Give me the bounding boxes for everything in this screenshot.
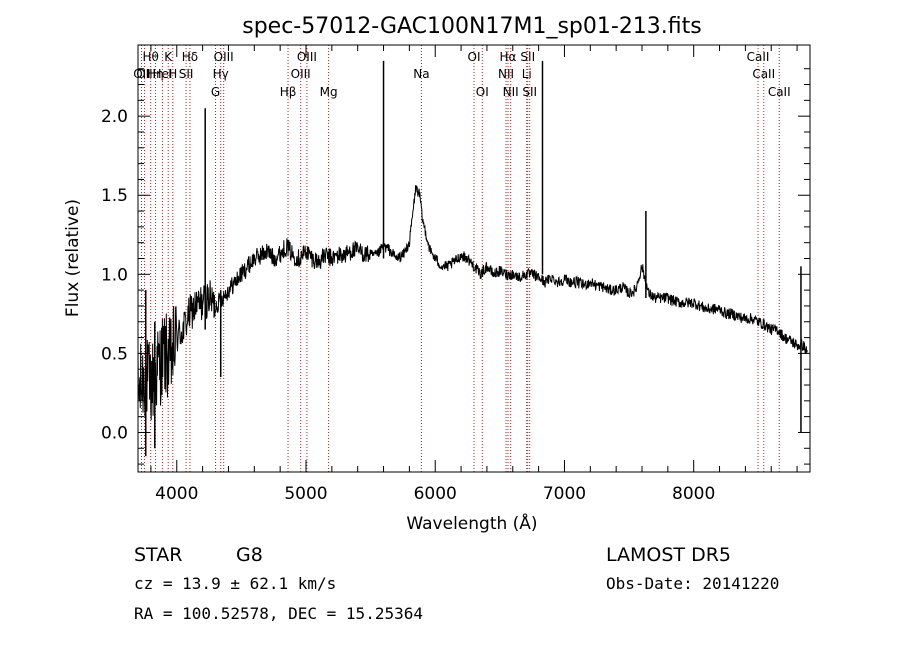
x-tick-label: 4000: [155, 484, 198, 504]
line-label-0: OII: [133, 67, 150, 81]
line-label-9: G: [211, 85, 220, 99]
x-tick-label: 5000: [284, 484, 327, 504]
y-tick-label: 2.0: [101, 107, 128, 127]
line-label-8: Hδ: [182, 50, 198, 64]
line-label-17: OI: [468, 50, 481, 64]
y-tick-label: 0.5: [101, 344, 128, 364]
object-class: STAR: [134, 544, 182, 566]
line-label-16: Na: [413, 67, 429, 81]
line-label-24: SII: [522, 85, 537, 99]
line-label-2: Hθ: [142, 50, 158, 64]
line-label-12: Hβ: [280, 85, 297, 99]
line-label-1: OII: [136, 67, 153, 81]
line-label-11: OIII: [214, 50, 234, 64]
line-label-19: NII: [498, 67, 514, 81]
line-label-21: NII: [503, 85, 519, 99]
y-axis-label: Flux (relative): [63, 199, 83, 317]
line-label-14: OIII: [297, 50, 317, 64]
x-tick-label: 8000: [672, 484, 715, 504]
line-label-27: CaII: [768, 85, 791, 99]
line-label-7: SII: [179, 67, 194, 81]
ra-dec: RA = 100.52578, DEC = 15.25364: [134, 604, 423, 623]
line-label-22: Li: [522, 67, 532, 81]
y-tick-label: 0.0: [101, 423, 128, 443]
spectrum-line: [137, 185, 808, 421]
line-label-23: SII: [520, 50, 535, 64]
chart-title: spec-57012-GAC100N17M1_sp01-213.fits: [242, 14, 702, 39]
x-axis-label: Wavelength (Å): [406, 512, 537, 534]
observation-date: Obs-Date: 20141220: [606, 574, 779, 593]
line-label-5: K: [164, 50, 173, 64]
line-label-18: OI: [476, 85, 489, 99]
line-label-3: Hη: [147, 67, 164, 81]
line-label-26: CaII: [752, 67, 775, 81]
line-label-15: Mg: [320, 85, 338, 99]
line-label-4: HeI: [152, 67, 172, 81]
redshift-cz: cz = 13.9 ± 62.1 km/s: [134, 574, 336, 593]
line-label-20: Hα: [500, 50, 517, 64]
line-label-25: CaII: [747, 50, 770, 64]
x-tick-label: 7000: [543, 484, 586, 504]
line-label-13: OIII: [291, 67, 311, 81]
survey-name: LAMOST DR5: [606, 544, 731, 566]
x-tick-label: 6000: [414, 484, 457, 504]
line-label-6: H: [168, 67, 177, 81]
line-label-10: Hγ: [213, 67, 229, 81]
y-tick-label: 1.0: [101, 265, 128, 285]
y-tick-label: 1.5: [101, 186, 128, 206]
spectrum-series-layer: [137, 60, 808, 457]
object-subclass: G8: [236, 544, 263, 566]
axis-layer: 4000 5000 6000 7000 8000 0.0 0.5 1.0 1.5 2.0: [101, 45, 810, 504]
